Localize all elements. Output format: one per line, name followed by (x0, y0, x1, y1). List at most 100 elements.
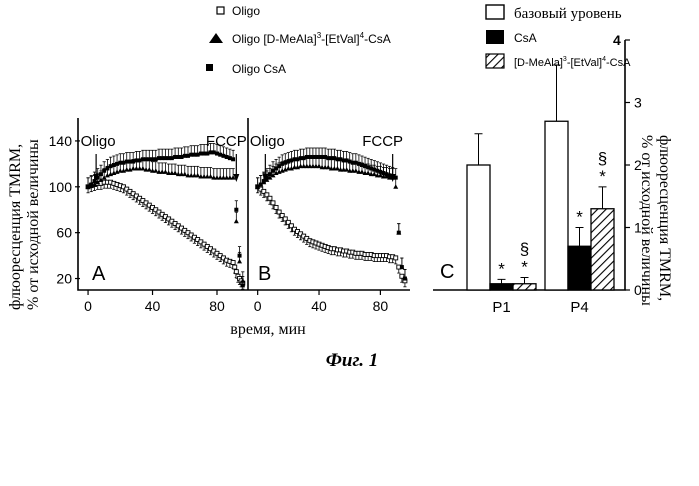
data-point-ddrug (211, 175, 217, 180)
data-point-csa (332, 156, 337, 161)
significance-mark: § (598, 149, 607, 168)
data-point-csa (399, 265, 404, 270)
data-point-ddrug (195, 172, 201, 178)
data-point-csa (163, 156, 168, 161)
data-point-ddrug (220, 175, 226, 180)
data-point-csa (134, 158, 139, 163)
data-point-ddrug (384, 173, 390, 179)
data-point-csa (156, 156, 161, 161)
data-point-oligo (393, 255, 399, 261)
data-point-csa (298, 156, 303, 161)
data-point-csa (185, 153, 190, 158)
x-tick-label: 0 (84, 298, 92, 314)
data-point-ddrug (344, 167, 350, 172)
data-point-oligo (285, 219, 291, 225)
data-point-csa (369, 166, 374, 171)
data-point-csa (179, 154, 184, 159)
data-point-ddrug (188, 172, 194, 178)
data-point-csa (218, 152, 223, 157)
data-point-oligo (273, 204, 279, 210)
data-point-csa (211, 150, 216, 155)
panel-a: A 0 40 80 20 60 100 140 Oligo FCCP (49, 118, 249, 314)
data-point-csa (359, 163, 364, 168)
data-point-csa (347, 159, 352, 164)
y-tick-label: 20 (56, 271, 72, 287)
data-point-csa (160, 156, 165, 161)
data-point-ddrug (230, 175, 236, 180)
data-point-csa (338, 157, 343, 162)
data-point-ddrug (169, 170, 175, 176)
data-point-ddrug (172, 170, 178, 176)
data-point-csa (237, 253, 242, 258)
panel-ab-xlabel: время, мин (230, 321, 306, 338)
data-point-csa (307, 154, 312, 159)
data-point-ddrug (270, 172, 276, 178)
annotation-label: FCCP (206, 133, 247, 150)
data-point-csa (166, 156, 171, 161)
data-point-ddrug (204, 173, 210, 179)
data-point-csa (274, 166, 279, 171)
data-point-csa (283, 160, 288, 165)
data-point-csa (372, 167, 377, 172)
y-tick-label: 4 (613, 32, 621, 48)
data-point-csa (121, 160, 126, 165)
data-point-ddrug (393, 184, 399, 189)
legend-right: базовый уровень CsA [D-MeAla]3-[EtVal]4-… (485, 4, 631, 69)
significance-mark: * (521, 258, 528, 277)
data-point-csa (140, 157, 145, 162)
data-point-csa (344, 158, 349, 163)
data-point-ddrug (208, 173, 214, 179)
x-tick-label: 80 (373, 298, 389, 314)
data-point-ddrug (353, 168, 359, 173)
bar-hatched (512, 283, 537, 291)
data-point-ddrug (279, 168, 285, 173)
significance-mark: * (498, 259, 505, 278)
data-point-oligo (399, 273, 405, 279)
category-label: P1 (492, 299, 510, 316)
data-point-ddrug (214, 175, 220, 180)
data-point-csa (234, 207, 239, 212)
data-point-ddrug (111, 170, 117, 176)
data-point-ddrug (162, 169, 168, 174)
data-point-csa (304, 154, 309, 159)
data-point-csa (295, 157, 300, 162)
significance-mark: § (520, 240, 529, 259)
significance-mark: * (599, 167, 606, 186)
data-point-ddrug (143, 167, 149, 172)
data-point-csa (221, 153, 226, 158)
bar-hatched (590, 208, 615, 291)
data-point-ddrug (156, 169, 162, 174)
data-point-csa (131, 159, 136, 164)
data-point-csa (280, 161, 285, 166)
data-point-csa (271, 168, 276, 173)
data-point-ddrug (201, 173, 207, 179)
data-point-csa (375, 168, 380, 173)
data-point-csa (137, 158, 142, 163)
panel-ab-ylabel-line2: % от исходной величины (25, 139, 42, 310)
data-point-ddrug (114, 169, 120, 174)
data-point-csa (258, 182, 263, 187)
panel-b-label: B (258, 263, 271, 285)
figure-caption: Фиг. 1 (326, 350, 378, 371)
data-point-ddrug (133, 165, 139, 171)
data-point-csa (205, 151, 210, 156)
data-point-ddrug (185, 172, 191, 178)
data-point-csa (313, 154, 318, 159)
data-point-ddrug (124, 167, 130, 172)
data-point-ddrug (233, 218, 239, 224)
data-point-csa (127, 159, 132, 164)
data-point-csa (363, 164, 368, 169)
data-point-csa (231, 157, 236, 162)
y-tick-label: 100 (49, 179, 73, 195)
data-point-ddrug (359, 169, 365, 174)
data-point-ddrug (365, 170, 371, 176)
legend-hatched-bar-swatch (485, 53, 505, 69)
data-point-ddrug (121, 168, 127, 173)
data-point-ddrug (108, 171, 114, 177)
data-point-csa (202, 151, 207, 156)
data-point-csa (118, 160, 123, 165)
data-point-csa (208, 150, 213, 155)
legend-left: Oligo Oligo [D-MeAla]3-[EtVal]4-CsA Olig… (206, 4, 391, 76)
data-point-ddrug (316, 163, 322, 169)
